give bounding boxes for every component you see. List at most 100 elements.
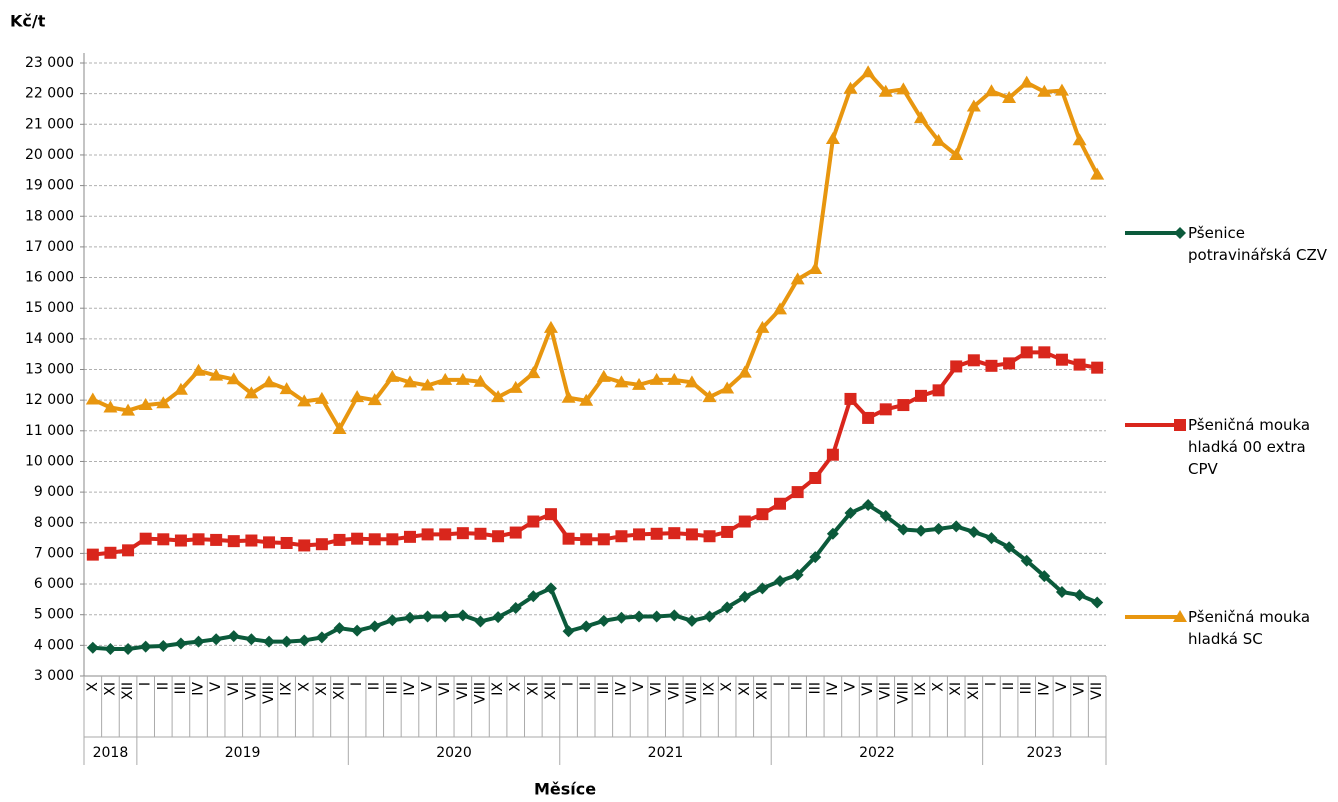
marker	[103, 400, 118, 413]
x-tick-label: II	[790, 682, 806, 690]
marker	[668, 609, 681, 622]
marker	[156, 396, 171, 409]
y-tick-label: 7 000	[34, 545, 74, 561]
x-tick-label: VII	[666, 682, 682, 700]
marker	[280, 536, 293, 549]
marker	[597, 614, 610, 627]
year-label: 2019	[225, 745, 261, 761]
marker	[826, 448, 839, 461]
marker	[439, 610, 452, 623]
y-tick-label: 8 000	[34, 515, 74, 531]
marker	[984, 84, 999, 97]
marker	[1091, 361, 1104, 374]
x-tick-label: X	[931, 682, 947, 692]
marker	[861, 65, 876, 78]
y-tick-label: 4 000	[34, 637, 74, 653]
marker	[245, 534, 258, 547]
marker	[844, 506, 857, 519]
marker	[561, 390, 576, 403]
marker	[949, 147, 964, 160]
x-tick-label: XII	[966, 682, 982, 700]
marker	[826, 527, 839, 540]
x-tick-label: XI	[314, 682, 330, 696]
marker	[649, 372, 664, 385]
marker	[932, 384, 945, 397]
x-tick-label: XI	[525, 682, 541, 696]
marker	[597, 533, 610, 546]
x-tick-label: IX	[279, 682, 295, 696]
x-tick-label: VII	[455, 682, 471, 700]
y-tick-label: 17 000	[25, 239, 74, 255]
marker	[685, 528, 698, 541]
year-label: 2018	[93, 745, 129, 761]
y-tick-label: 19 000	[25, 178, 74, 194]
marker	[773, 302, 788, 315]
marker	[122, 643, 135, 656]
marker	[1073, 589, 1086, 602]
x-tick-label: IV	[191, 682, 207, 696]
marker	[1003, 357, 1016, 370]
marker	[737, 365, 752, 378]
marker	[633, 528, 646, 541]
legend-label: Pšeničná mouka hladká 00 extra CPV	[1188, 416, 1311, 478]
x-tick-label: VIII	[472, 682, 488, 704]
marker	[403, 530, 416, 543]
x-tick-label: III	[596, 682, 612, 694]
marker	[791, 486, 804, 499]
marker	[897, 399, 910, 412]
marker	[227, 630, 240, 643]
marker	[173, 382, 188, 395]
marker	[914, 389, 927, 402]
marker	[1173, 610, 1187, 622]
x-tick-label: V	[1054, 682, 1070, 692]
y-tick-label: 13 000	[25, 362, 74, 378]
x-tick-label: IV	[825, 682, 841, 696]
marker	[403, 611, 416, 624]
series-line	[92, 350, 1098, 557]
y-tick-label: 6 000	[34, 576, 74, 592]
marker	[738, 515, 751, 528]
marker	[632, 377, 647, 390]
x-tick-label: III	[173, 682, 189, 694]
x-tick-label: XII	[543, 682, 559, 700]
y-tick-label: 11 000	[25, 423, 74, 439]
marker	[350, 390, 365, 403]
marker	[720, 381, 735, 394]
x-tick-label: VII	[878, 682, 894, 700]
marker	[950, 520, 963, 533]
marker	[896, 82, 911, 95]
x-tick-label: IV	[402, 682, 418, 696]
marker	[580, 620, 593, 633]
x-tick-label: VI	[226, 682, 242, 696]
marker	[333, 622, 346, 635]
marker	[738, 590, 751, 603]
y-tick-label: 12 000	[25, 392, 74, 408]
marker	[862, 411, 875, 424]
y-tick-label: 10 000	[25, 453, 74, 469]
x-tick-label: II	[367, 682, 383, 690]
marker	[544, 582, 557, 595]
marker	[1174, 227, 1186, 239]
x-tick-label: X	[719, 682, 735, 692]
marker	[298, 539, 311, 552]
marker	[562, 625, 575, 638]
marker	[279, 382, 294, 395]
marker	[843, 81, 858, 94]
x-tick-label: VII	[1089, 682, 1105, 700]
marker	[367, 393, 382, 406]
marker	[139, 532, 152, 545]
marker	[332, 421, 347, 434]
year-label: 2022	[859, 745, 895, 761]
marker	[438, 372, 453, 385]
marker	[297, 394, 312, 407]
y-tick-label: 21 000	[25, 116, 74, 132]
marker	[368, 620, 381, 633]
marker	[210, 533, 223, 546]
marker	[262, 375, 277, 388]
marker	[263, 635, 276, 648]
marker	[245, 633, 258, 646]
y-tick-label: 3 000	[34, 668, 74, 684]
marker	[633, 610, 646, 623]
marker	[721, 601, 734, 614]
